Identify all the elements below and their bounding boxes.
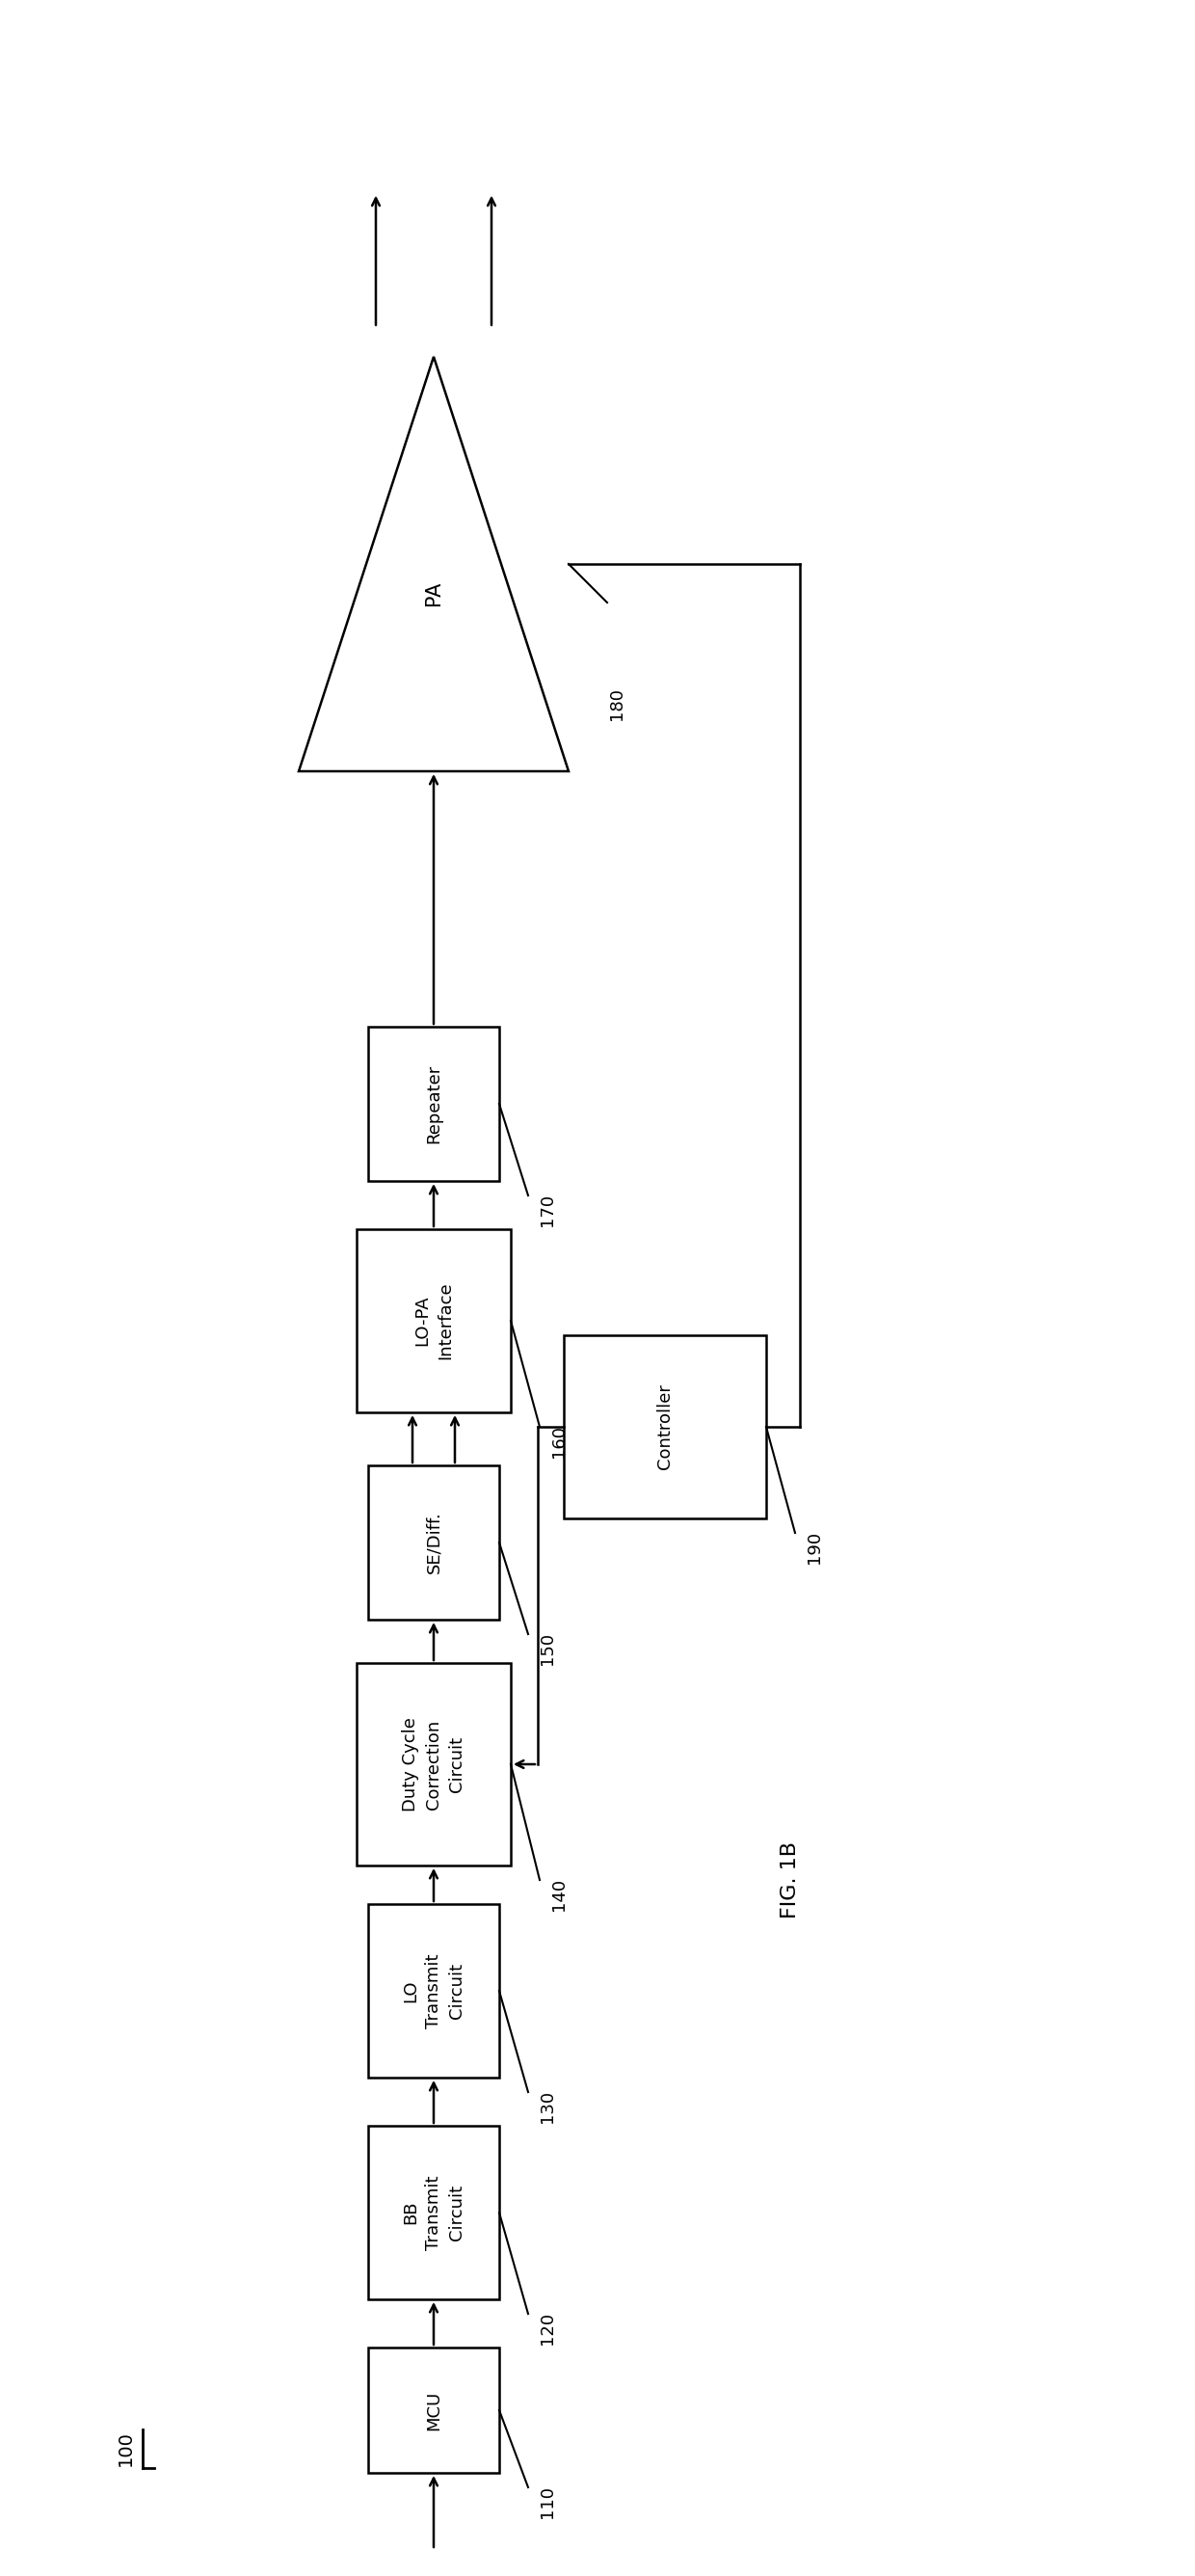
Text: 110: 110 xyxy=(539,2486,556,2519)
Text: Duty Cycle
Correction
Circuit: Duty Cycle Correction Circuit xyxy=(403,1718,465,1811)
Bar xyxy=(368,2347,500,2473)
Text: 150: 150 xyxy=(539,1633,556,1664)
Text: 130: 130 xyxy=(539,2089,556,2123)
Text: 100: 100 xyxy=(116,2432,134,2465)
Bar xyxy=(368,2125,500,2300)
Polygon shape xyxy=(299,355,569,770)
Text: Repeater: Repeater xyxy=(425,1064,442,1144)
Text: Controller: Controller xyxy=(656,1383,674,1471)
Text: 170: 170 xyxy=(539,1193,556,1226)
Text: 190: 190 xyxy=(805,1530,823,1564)
Text: LO
Transmit
Circuit: LO Transmit Circuit xyxy=(403,1953,465,2027)
Text: FIG. 1B: FIG. 1B xyxy=(780,1842,799,1919)
Text: MCU: MCU xyxy=(425,2391,442,2429)
Bar xyxy=(368,1904,500,2079)
Text: 180: 180 xyxy=(608,688,625,721)
Text: 120: 120 xyxy=(539,2311,556,2344)
Text: 140: 140 xyxy=(550,1878,568,1911)
Bar xyxy=(356,1664,510,1865)
Bar xyxy=(356,1229,510,1412)
Bar xyxy=(368,1466,500,1620)
Text: LO-PA
Interface: LO-PA Interface xyxy=(413,1283,454,1360)
Bar xyxy=(368,1028,500,1180)
Bar xyxy=(564,1334,766,1517)
Text: BB
Transmit
Circuit: BB Transmit Circuit xyxy=(403,2174,465,2249)
Text: PA: PA xyxy=(424,580,443,605)
Text: SE/Diff.: SE/Diff. xyxy=(425,1512,442,1574)
Text: 160: 160 xyxy=(550,1425,568,1458)
